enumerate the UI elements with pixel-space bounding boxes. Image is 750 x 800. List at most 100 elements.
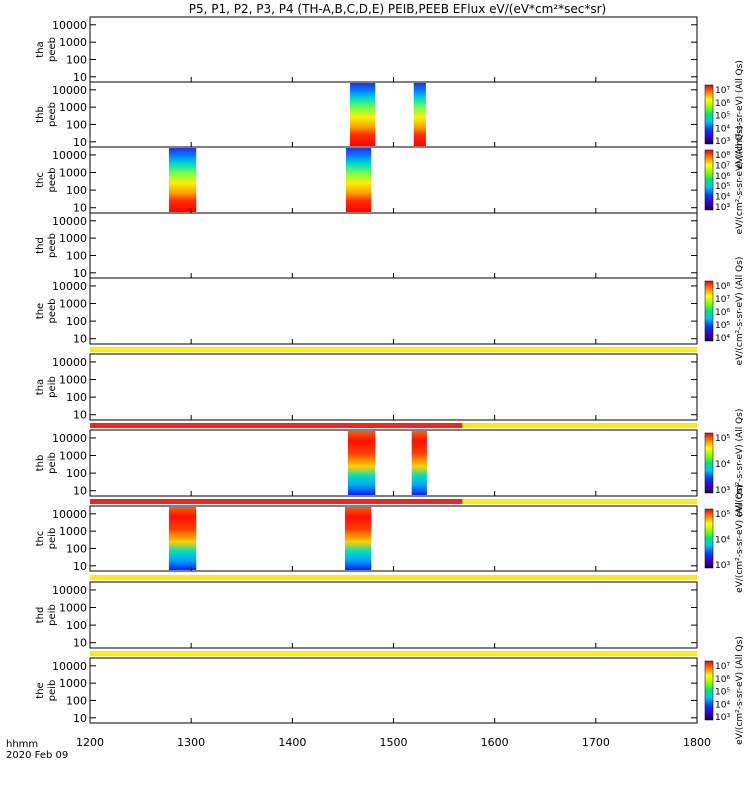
y-tick-label: 10 — [73, 637, 87, 650]
panel-probe-label: the — [35, 303, 46, 319]
colorbar-tick-label: 10⁴ — [715, 460, 730, 470]
colorbar-tick-label: 10⁷ — [715, 86, 730, 96]
y-tick-label: 1000 — [59, 36, 87, 49]
y-tick-label: 1000 — [59, 602, 87, 615]
panel-type-label: peeb — [47, 299, 58, 324]
colorbar-label: eV/(cm²-s-sr-eV) (All Qs) — [735, 60, 745, 169]
panel-frame-thb_peeb — [89, 81, 698, 148]
colorbar-tick-label: 10⁵ — [715, 182, 730, 192]
flag-bar-red-thb_peib — [90, 423, 463, 428]
colorbar-tick-label: 10⁶ — [715, 99, 730, 109]
x-tick-label: 1500 — [380, 736, 408, 749]
colorbar-tick-label: 10⁵ — [715, 112, 730, 122]
panel-probe-label: thb — [35, 455, 46, 472]
y-tick-label: 10 — [73, 202, 87, 215]
y-tick-label: 100 — [66, 467, 87, 480]
colorbar-tick-label: 10⁵ — [715, 321, 730, 331]
colorbar-tick-label: 10⁴ — [715, 193, 730, 203]
flag-bar-red-thc_peib — [90, 499, 463, 504]
y-tick-label: 1000 — [59, 298, 87, 311]
colorbar-tick-label: 10⁶ — [715, 172, 730, 182]
panel-probe-label: tha — [35, 41, 46, 57]
colorbar-tick-label: 10⁷ — [715, 295, 730, 305]
x-tick-label: 1800 — [683, 736, 711, 749]
y-tick-label: 100 — [66, 391, 87, 404]
panel-frame-thd_peeb — [89, 212, 698, 279]
y-tick-label: 10 — [73, 136, 87, 149]
y-tick-label: 10000 — [52, 19, 87, 32]
colorbar-tick-label: 10⁴ — [715, 124, 730, 134]
flag-bar-the_peib — [90, 651, 697, 656]
y-tick-label: 10000 — [52, 215, 87, 228]
panel-probe-label: tha — [35, 379, 46, 395]
y-tick-label: 1000 — [59, 374, 87, 387]
colorbar-label: eV/(cm²-s-sr-eV) (All Qs) — [735, 409, 745, 518]
y-tick-label: 100 — [66, 249, 87, 262]
colorbar-tick-label: 10⁵ — [715, 434, 730, 444]
colorbar-tick-label: 10³ — [715, 137, 730, 147]
y-tick-label: 10 — [73, 267, 87, 280]
panel-frame-thb_peib — [89, 429, 698, 497]
x-tick-label: 1200 — [76, 736, 104, 749]
y-tick-label: 100 — [66, 542, 87, 555]
colorbar-tick-label: 10⁷ — [715, 662, 730, 672]
spectrogram-block-thb_peib-1 — [411, 431, 427, 495]
colorbar-the_peib — [704, 660, 714, 721]
flag-bar-tha_peib — [90, 347, 697, 352]
spectrogram-block-thc_peib-1 — [344, 507, 372, 570]
x-axis-date-label: 2020 Feb 09 — [6, 750, 69, 761]
y-tick-label: 1000 — [59, 101, 87, 114]
colorbar-tick-label: 10⁸ — [715, 282, 730, 292]
y-tick-label: 1000 — [59, 167, 87, 180]
panel-type-label: peib — [47, 452, 58, 474]
colorbar-label: eV/(cm²-s-sr-eV) (All Qs) — [735, 257, 745, 366]
y-tick-label: 10 — [73, 485, 87, 498]
y-tick-label: 10000 — [52, 584, 87, 597]
y-tick-label: 10000 — [52, 149, 87, 162]
colorbar-thc_peib — [704, 508, 714, 569]
colorbar-tick-label: 10⁶ — [715, 675, 730, 685]
colorbar-tick-label: 10⁵ — [715, 688, 730, 698]
panel-frame-tha_peeb — [89, 16, 698, 83]
x-tick-label: 1400 — [278, 736, 306, 749]
colorbar-tick-label: 10³ — [715, 486, 730, 496]
x-tick-label: 1300 — [177, 736, 205, 749]
panel-type-label: peeb — [47, 233, 58, 258]
spectrogram-block-thb_peeb-0 — [349, 83, 376, 146]
panel-probe-label: the — [35, 682, 46, 698]
colorbar-tick-label: 10³ — [715, 561, 730, 571]
colorbar-thb_peeb — [704, 84, 714, 145]
colorbar-the_peeb — [704, 280, 714, 342]
colorbar-tick-label: 10⁵ — [715, 510, 730, 520]
y-tick-label: 10 — [73, 71, 87, 84]
spectrogram-block-thc_peib-0 — [168, 507, 197, 570]
x-axis-unit-label: hhmm — [6, 739, 39, 750]
y-tick-label: 10000 — [52, 432, 87, 445]
y-tick-label: 10 — [73, 712, 87, 725]
panel-frame-thd_peib — [89, 581, 698, 649]
panel-frame-tha_peib — [89, 353, 698, 421]
y-tick-label: 100 — [66, 53, 87, 66]
colorbar-tick-label: 10⁴ — [715, 700, 730, 710]
colorbar-tick-label: 10⁸ — [715, 151, 730, 161]
panel-probe-label: thb — [35, 106, 46, 123]
flag-bar-thd_peib — [90, 575, 697, 580]
panel-type-label: peeb — [47, 37, 58, 62]
colorbar-tick-label: 10⁴ — [715, 536, 730, 546]
colorbar-label: eV/(cm²-s-sr-eV) (All Qs) — [735, 126, 745, 235]
y-tick-label: 10000 — [52, 280, 87, 293]
y-tick-label: 10000 — [52, 508, 87, 521]
panel-type-label: peeb — [47, 168, 58, 193]
x-tick-label: 1700 — [582, 736, 610, 749]
panel-type-label: peib — [47, 376, 58, 398]
panel-type-label: peib — [47, 528, 58, 550]
panel-probe-label: thc — [35, 531, 46, 547]
panel-frame-the_peib — [89, 657, 698, 724]
spectrogram-block-thc_peeb-1 — [345, 148, 372, 212]
y-tick-label: 10000 — [52, 660, 87, 673]
colorbar-tick-label: 10⁴ — [715, 334, 730, 344]
y-tick-label: 100 — [66, 118, 87, 131]
y-tick-label: 100 — [66, 694, 87, 707]
